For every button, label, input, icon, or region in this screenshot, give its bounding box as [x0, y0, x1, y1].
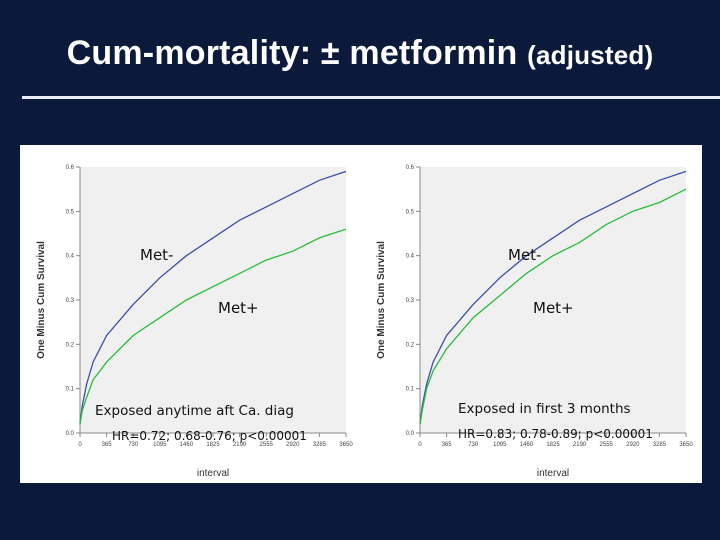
title-divider — [22, 96, 720, 99]
y-tick-label: 0.3 — [66, 298, 75, 304]
exposure-annotation: Exposed in first 3 months — [458, 401, 631, 417]
y-tick-label: 0.0 — [406, 431, 415, 437]
x-tick-label: 365 — [442, 442, 453, 448]
x-tick-label: 3285 — [313, 442, 327, 448]
series-label-met-plus: Met+ — [218, 299, 259, 317]
hazard-ratio-annotation: HR=0.83; 0.78-0.89; p<0.00001 — [458, 427, 653, 441]
x-tick-label: 365 — [102, 442, 113, 448]
series-line-met — [419, 170, 687, 425]
x-tick-label: 2555 — [600, 442, 614, 448]
x-axis-title: interval — [537, 468, 569, 479]
title-main: Cum-mortality: ± metformin — [66, 34, 518, 72]
series-label-met-plus: Met+ — [533, 299, 574, 317]
x-tick-label: 730 — [128, 442, 139, 448]
y-tick-label: 0.6 — [66, 165, 75, 171]
y-tick-label: 0.1 — [406, 387, 415, 393]
x-tick-label: 1825 — [546, 442, 560, 448]
y-tick-label: 0.1 — [66, 387, 75, 393]
x-tick-label: 2190 — [233, 442, 247, 448]
x-tick-label: 2920 — [626, 442, 640, 448]
y-tick-label: 0.2 — [66, 342, 75, 348]
series-line-met — [419, 188, 687, 425]
series-label-met-minus: Met- — [140, 246, 173, 264]
title-sub: (adjusted) — [527, 40, 654, 70]
x-tick-label: 1460 — [520, 442, 534, 448]
x-tick-label: 1095 — [153, 442, 167, 448]
x-tick-label: 3285 — [653, 442, 667, 448]
y-tick-label: 0.5 — [406, 209, 415, 215]
plot-area — [420, 167, 686, 433]
x-tick-label: 0 — [418, 442, 422, 448]
y-axis-title: One Minus Cum Survival — [376, 241, 387, 359]
x-tick-label: 730 — [468, 442, 479, 448]
y-tick-label: 0.0 — [66, 431, 75, 437]
slide-title: Cum-mortality: ± metformin (adjusted) — [0, 34, 720, 73]
x-tick-label: 2555 — [260, 442, 274, 448]
plot-area — [80, 167, 346, 433]
x-tick-label: 1095 — [493, 442, 507, 448]
x-tick-label: 2190 — [573, 442, 587, 448]
series-line-met — [79, 228, 347, 425]
x-tick-label: 2920 — [286, 442, 300, 448]
x-tick-label: 3650 — [679, 442, 693, 448]
y-tick-label: 0.4 — [66, 254, 75, 260]
chart-panel-left: 0.0 0.1 0.2 0.3 0.4 0.5 0.6 0 365 730 1095 1460 1825… — [20, 145, 362, 483]
chart-left: 0.0 0.1 0.2 0.3 0.4 0.5 0.6 0 365 730 1095 1460 1825… — [36, 165, 353, 479]
series-label-met-minus: Met- — [508, 246, 541, 264]
x-axis-title: interval — [197, 468, 229, 479]
chart-panel-right: 0.0 0.1 0.2 0.3 0.4 0.5 0.6 0 365 730 1095 1460 1825… — [360, 145, 702, 483]
series-line-met — [79, 170, 347, 425]
y-axis-title: One Minus Cum Survival — [36, 241, 47, 359]
y-tick-label: 0.5 — [66, 209, 75, 215]
exposure-annotation: Exposed anytime aft Ca. diag — [95, 403, 294, 419]
x-tick-label: 3650 — [339, 442, 353, 448]
y-tick-label: 0.3 — [406, 298, 415, 304]
x-tick-label: 0 — [78, 442, 82, 448]
chart-right: 0.0 0.1 0.2 0.3 0.4 0.5 0.6 0 365 730 1095 1460 1825… — [376, 165, 693, 479]
y-tick-label: 0.2 — [406, 342, 415, 348]
hazard-ratio-annotation: HR=0.72; 0.68-0.76; p<0.00001 — [112, 429, 307, 443]
y-tick-label: 0.4 — [406, 254, 415, 260]
y-tick-label: 0.6 — [406, 165, 415, 171]
x-tick-label: 1460 — [180, 442, 194, 448]
x-tick-label: 1825 — [206, 442, 220, 448]
